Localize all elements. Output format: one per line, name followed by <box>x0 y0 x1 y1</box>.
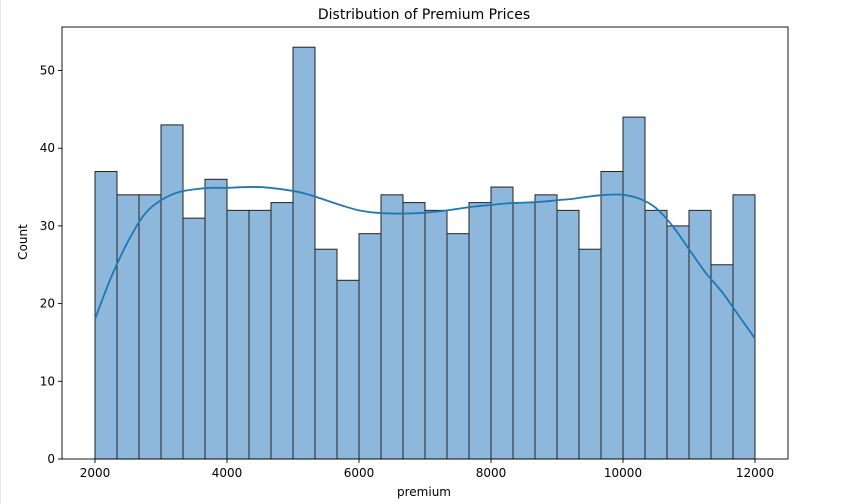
histogram-bar <box>314 248 338 460</box>
histogram-bar <box>248 209 272 460</box>
histogram-bar <box>160 124 184 460</box>
histogram-bar <box>578 248 602 460</box>
histogram-bar <box>512 202 536 460</box>
histogram-bar <box>226 209 250 460</box>
histogram-bar <box>94 171 118 460</box>
histogram-bar <box>424 209 448 460</box>
histogram-bar <box>600 171 624 460</box>
histogram-bar <box>380 194 404 460</box>
plot-frame <box>61 26 789 460</box>
histogram-bar <box>270 202 294 460</box>
histogram-bar <box>204 178 228 460</box>
y-tick-label: 30 <box>40 219 55 233</box>
histogram-bar <box>556 209 580 460</box>
histogram-bar <box>490 186 514 460</box>
histogram-bar <box>336 279 360 460</box>
histogram-bar <box>468 202 492 460</box>
histogram-bar <box>622 116 646 460</box>
x-tick-label: 2000 <box>80 466 111 480</box>
x-tick-label: 6000 <box>344 466 375 480</box>
x-tick-label: 4000 <box>212 466 243 480</box>
y-axis-ticks: 0 10 20 30 40 50 <box>40 64 62 466</box>
x-tick-label: 8000 <box>476 466 507 480</box>
histogram-bar <box>732 194 756 460</box>
y-tick-label: 40 <box>40 141 55 155</box>
histogram-bar <box>358 233 382 460</box>
bars-group <box>94 46 756 460</box>
x-tick-label: 10000 <box>604 466 642 480</box>
page-left-border <box>0 0 1 504</box>
y-axis-label: Count <box>16 224 30 260</box>
histogram-bar <box>644 209 668 460</box>
histogram-bar <box>666 225 690 460</box>
histogram-bar <box>688 209 712 460</box>
y-tick-label: 10 <box>40 374 55 388</box>
histogram-bar <box>292 46 316 460</box>
x-axis-label: premium <box>397 485 451 499</box>
histogram-bar <box>138 194 162 460</box>
y-tick-label: 20 <box>40 297 55 311</box>
histogram-bar <box>182 217 206 460</box>
y-tick-label: 50 <box>40 64 55 78</box>
histogram-bar <box>534 194 558 460</box>
x-tick-label: 12000 <box>736 466 774 480</box>
histogram-bar <box>116 194 140 460</box>
histogram-bar <box>402 202 426 460</box>
histogram-bar <box>446 233 470 460</box>
x-axis-ticks: 2000 4000 6000 8000 10000 12000 <box>80 459 774 480</box>
chart-title: Distribution of Premium Prices <box>318 7 530 23</box>
y-tick-label: 0 <box>47 452 55 466</box>
kde-line <box>94 186 756 340</box>
histogram-bar <box>710 264 734 460</box>
